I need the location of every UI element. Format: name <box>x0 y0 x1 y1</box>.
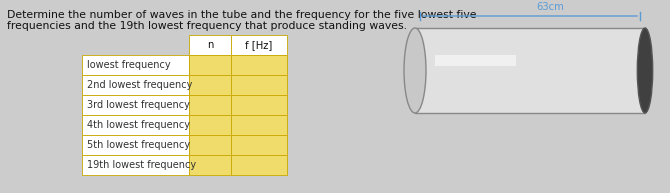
Text: 63cm: 63cm <box>536 2 564 12</box>
Text: 5th lowest frequency: 5th lowest frequency <box>87 140 190 150</box>
Bar <box>231 135 287 155</box>
Bar <box>231 95 287 115</box>
Bar <box>231 115 287 135</box>
Bar <box>435 55 515 66</box>
Text: frequencies and the 19th lowest frequency that produce standing waves.: frequencies and the 19th lowest frequenc… <box>7 21 407 31</box>
Bar <box>189 115 231 135</box>
Text: lowest frequency: lowest frequency <box>87 60 171 70</box>
Bar <box>82 115 189 135</box>
Bar <box>189 55 231 75</box>
Bar <box>82 75 189 95</box>
Bar <box>82 55 189 75</box>
Bar <box>189 75 231 95</box>
Bar <box>82 155 189 175</box>
Ellipse shape <box>404 28 426 113</box>
Text: 3rd lowest frequency: 3rd lowest frequency <box>87 100 190 110</box>
Text: f [Hz]: f [Hz] <box>245 40 273 50</box>
Bar <box>231 55 287 75</box>
Bar <box>231 35 287 55</box>
Ellipse shape <box>637 28 653 113</box>
Text: 19th lowest frequency: 19th lowest frequency <box>87 160 196 170</box>
Bar <box>415 28 645 113</box>
Bar <box>231 155 287 175</box>
Bar <box>189 135 231 155</box>
Bar <box>82 95 189 115</box>
Text: 2nd lowest frequency: 2nd lowest frequency <box>87 80 192 90</box>
Bar <box>82 135 189 155</box>
Text: Determine the number of waves in the tube and the frequency for the five lowest : Determine the number of waves in the tub… <box>7 10 476 20</box>
Text: 4th lowest frequency: 4th lowest frequency <box>87 120 190 130</box>
Bar <box>231 75 287 95</box>
Bar <box>189 95 231 115</box>
Bar <box>189 35 231 55</box>
Bar <box>189 155 231 175</box>
Text: n: n <box>207 40 213 50</box>
